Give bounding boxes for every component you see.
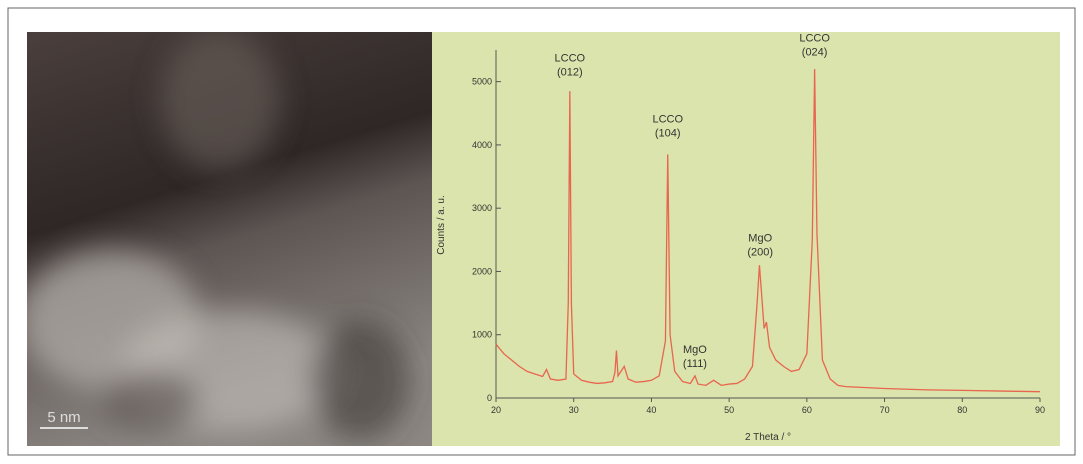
frame: [7, 7, 1076, 456]
plot-background: [432, 32, 1060, 446]
x-tick-label: 50: [724, 405, 734, 415]
peak-label: (111): [683, 358, 707, 370]
data-line: [495, 68, 1041, 393]
peak-label: MgO: [683, 344, 707, 356]
x-tick-label: 70: [880, 405, 890, 415]
x-axis-label: 2 Theta / °: [745, 432, 791, 443]
peak-label: (200): [747, 247, 773, 259]
peak-label: LCCO: [652, 114, 683, 126]
x-tick-label: 20: [491, 405, 501, 415]
peak-label: (024): [802, 47, 828, 59]
y-tick-label: 4000: [472, 140, 492, 150]
x-tick-label: 40: [646, 405, 656, 415]
peak-label: LCCO: [555, 52, 586, 64]
peak-label: (104): [655, 128, 681, 140]
y-tick-label: 0: [487, 393, 492, 403]
x-tick-label: 60: [802, 405, 812, 415]
scale-bar-label: 5 nm: [47, 409, 80, 426]
tem-image: [27, 32, 432, 446]
x-tick-label: 30: [569, 405, 579, 415]
y-tick-label: 5000: [472, 77, 492, 87]
y-axis-label: Counts / a. u.: [436, 195, 447, 254]
peak-label: MgO: [748, 233, 772, 245]
x-tick-label: 90: [1035, 405, 1045, 415]
y-tick-label: 2000: [472, 266, 492, 276]
peak-label: LCCO: [799, 33, 830, 45]
x-tick-label: 80: [957, 405, 967, 415]
peak-label: (012): [557, 66, 583, 78]
y-tick-label: 3000: [472, 203, 492, 213]
y-tick-label: 1000: [472, 330, 492, 340]
